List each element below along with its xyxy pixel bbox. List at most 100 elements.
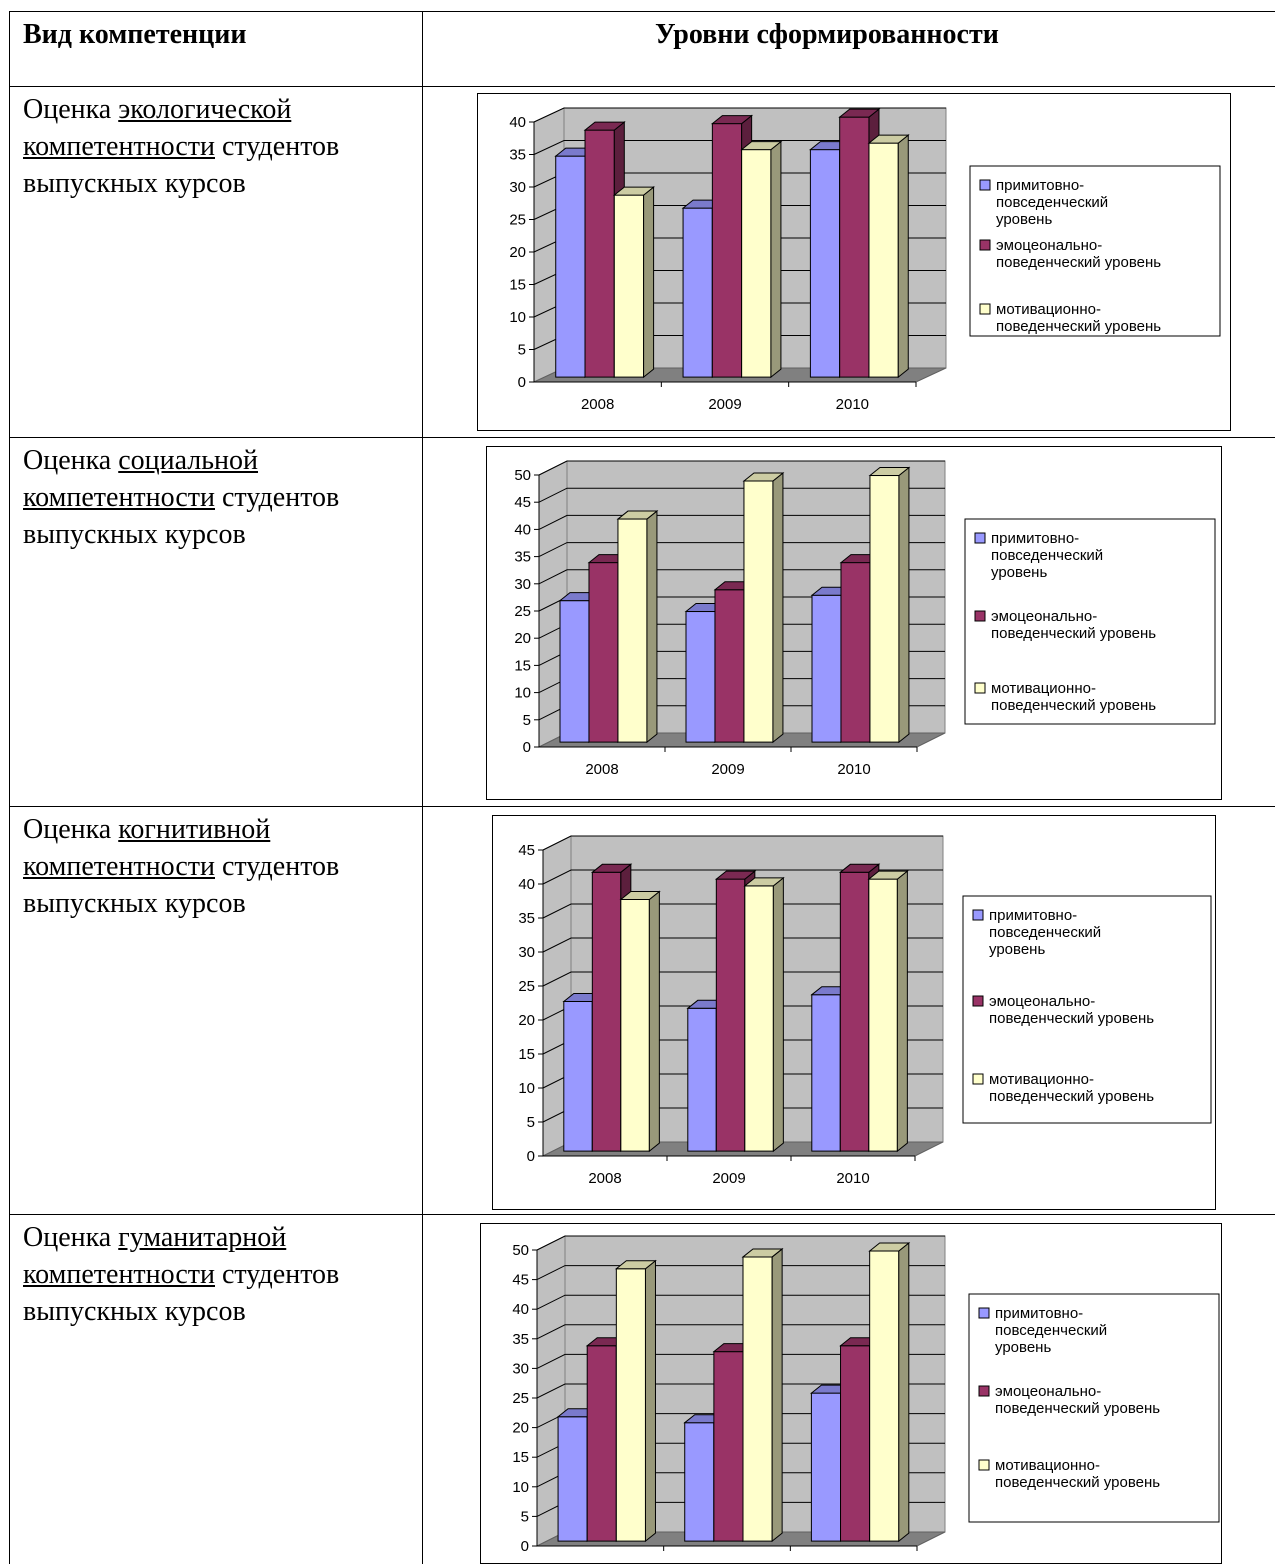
row-label-underlined: социальной компетентности (23, 445, 259, 513)
competence-table: Вид компетенции Уровни сформированности … (9, 11, 1275, 1564)
legend-label: эмоцеонально- (989, 993, 1095, 1010)
x-tick-label: 2010 (837, 761, 870, 778)
legend-label: поведенческий уровень (996, 318, 1161, 335)
gridline (542, 903, 943, 919)
row-label-ecological: Оценка экологической компетентности студ… (23, 91, 418, 202)
legend-label: мотивационно- (989, 1071, 1094, 1088)
bar (840, 1345, 871, 1542)
y-tick-label: 30 (514, 576, 531, 593)
y-tick-label: 35 (514, 549, 531, 566)
y-tick-label: 20 (518, 1012, 535, 1029)
legend-label: уровень (991, 564, 1047, 581)
bar-top (714, 870, 757, 880)
legend-label: примитовно- (991, 530, 1079, 547)
row-label-underlined: экологической компетентности (23, 94, 292, 162)
legend-swatch (974, 682, 986, 694)
table-border-left (9, 11, 10, 1564)
bar (714, 589, 745, 743)
legend-label: поведенческий уровень (989, 1088, 1154, 1105)
bar (682, 207, 713, 378)
bar (588, 562, 619, 743)
bar-side (772, 876, 784, 1153)
bar (555, 155, 586, 378)
chart-frame-social: 0 5 10 15 20 25 30 35 40 45 50 2008 2009 2010 примитов… (486, 446, 1222, 800)
row-label-suffix: студентов выпускных курсов (23, 1259, 340, 1327)
bar-top (614, 1260, 657, 1270)
x-tick-label: 2008 (581, 396, 614, 413)
legend-label: уровень (995, 1339, 1051, 1356)
legend-swatch (972, 1073, 984, 1085)
gridline (536, 1353, 945, 1369)
y-tick-label: 25 (518, 978, 535, 995)
bar-top (868, 467, 911, 477)
y-tick-label: 40 (514, 521, 531, 538)
row-label-suffix: студентов выпускных курсов (23, 851, 340, 919)
gridline (542, 869, 943, 885)
y-tick-label: 5 (521, 1508, 529, 1525)
bar (810, 1392, 842, 1542)
row-divider (9, 437, 1275, 438)
bar (685, 611, 716, 743)
row-label-prefix: Оценка (23, 1222, 119, 1253)
legend-swatch (974, 610, 986, 622)
gridline (536, 1324, 945, 1340)
y-tick-label: 45 (512, 1272, 529, 1289)
gridline (538, 569, 945, 585)
gridline (533, 140, 946, 155)
bar (809, 149, 841, 378)
chart-social: 0 5 10 15 20 25 30 35 40 45 50 2008 2009 2010 примитов… (514, 460, 1216, 778)
x-tick-label: 2008 (585, 761, 618, 778)
bar (586, 1345, 617, 1542)
chart-frame-cognitive: 0 5 10 15 20 25 30 35 40 45 2008 2009 2010 примитовно… (492, 815, 1216, 1210)
legend-swatch (978, 1459, 990, 1471)
legend-box (968, 1293, 1220, 1523)
y-tick-label: 50 (514, 467, 531, 484)
row-divider (9, 1214, 1275, 1215)
gridline (542, 971, 943, 987)
legend-label: эмоцеонально- (996, 237, 1102, 254)
bar-side (898, 466, 910, 744)
y-tick-label: 5 (527, 1114, 535, 1131)
bar (743, 480, 774, 743)
chart-cognitive: 0 5 10 15 20 25 30 35 40 45 2008 2009 2010 примитовно… (518, 835, 1212, 1187)
bar (613, 194, 645, 378)
bar (868, 878, 898, 1152)
row-label-humanitarian: Оценка гуманитарной компетентности студе… (23, 1219, 418, 1330)
legend-label: уровень (989, 941, 1045, 958)
bar (684, 1422, 715, 1542)
legend-box (969, 165, 1221, 337)
row-label-prefix: Оценка (23, 445, 119, 476)
legend-label: примитовно- (995, 1305, 1083, 1322)
bar-side (643, 186, 655, 379)
legend-swatch (978, 1307, 990, 1319)
y-tick-label: 10 (514, 685, 531, 702)
bar (563, 1001, 593, 1152)
row-label-social: Оценка социальной компетентности студент… (23, 442, 418, 553)
legend-swatch (979, 239, 991, 251)
y-tick-label: 20 (512, 1420, 529, 1437)
bar-side (644, 1259, 656, 1543)
bar (811, 594, 842, 743)
y-tick-label: 0 (518, 374, 526, 391)
chart-frame-ecological: 0 5 10 15 20 25 30 35 40 2008 2009 2010 примитовно-п… (477, 93, 1231, 431)
bar-top (710, 115, 754, 125)
y-tick-label: 50 (512, 1242, 529, 1259)
legend-label: примитовно- (989, 907, 1077, 924)
bar-side (646, 510, 658, 744)
bar-side (771, 1247, 783, 1543)
y-tick-label: 45 (514, 494, 531, 511)
y-tick-label: 40 (512, 1301, 529, 1318)
legend-label: поведенческий уровень (995, 1400, 1160, 1417)
y-tick-label: 10 (509, 309, 526, 326)
y-tick-label: 15 (514, 657, 531, 674)
legend-label: повседенческий (991, 547, 1103, 564)
table-border-top (9, 11, 1275, 12)
y-tick-label: 35 (518, 910, 535, 927)
bar (811, 994, 841, 1152)
bar-top (743, 877, 785, 887)
bar (687, 1007, 717, 1152)
bar-top (867, 870, 909, 880)
y-tick-label: 35 (509, 147, 526, 164)
legend-label: поведенческий уровень (991, 697, 1156, 714)
legend-label: мотивационно- (995, 1457, 1100, 1474)
